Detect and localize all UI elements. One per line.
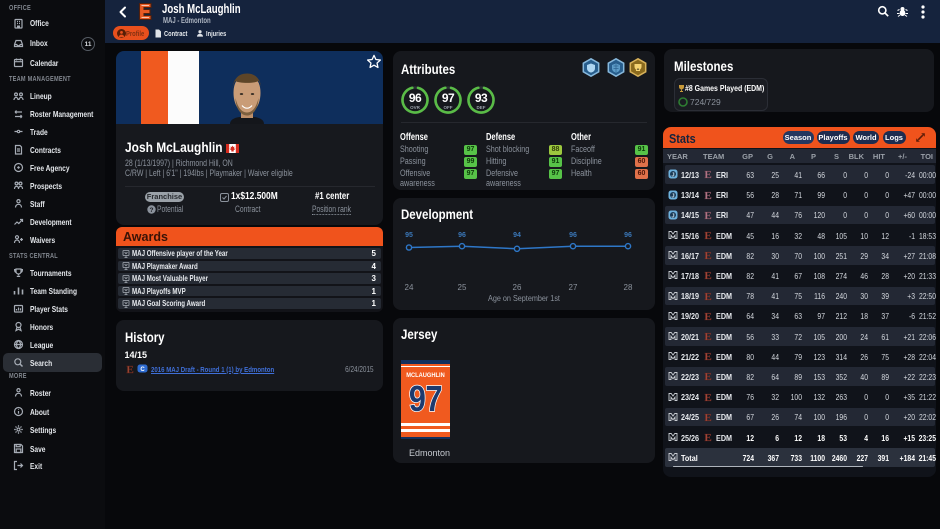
svg-text:E: E xyxy=(704,169,711,180)
svg-text:C: C xyxy=(140,367,145,373)
svg-text:E: E xyxy=(704,392,711,403)
svg-text:E: E xyxy=(704,270,711,281)
svg-text:E: E xyxy=(704,371,711,382)
svg-text:E: E xyxy=(704,351,711,362)
svg-text:J: J xyxy=(671,193,674,199)
svg-text:E: E xyxy=(704,412,711,423)
svg-text:?: ? xyxy=(150,207,154,214)
svg-text:E: E xyxy=(704,210,711,221)
svg-text:E: E xyxy=(704,230,711,241)
svg-text:E: E xyxy=(126,364,133,375)
svg-text:E: E xyxy=(704,432,711,443)
svg-text:E: E xyxy=(704,291,711,302)
svg-text:J: J xyxy=(671,173,674,179)
svg-text:E: E xyxy=(704,250,711,261)
svg-text:E: E xyxy=(704,331,711,342)
svg-text:E: E xyxy=(704,190,711,201)
svg-text:J: J xyxy=(671,213,674,219)
svg-text:E: E xyxy=(704,311,711,322)
